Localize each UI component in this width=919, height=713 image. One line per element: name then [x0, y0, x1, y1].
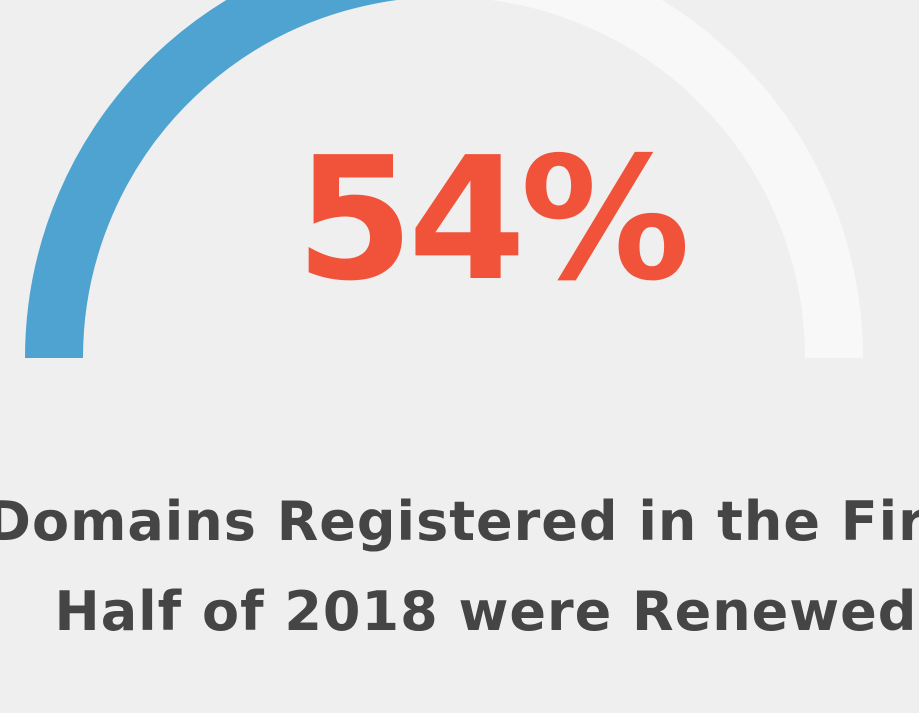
caption-line: Half of 2018 were Renewed: [55, 580, 918, 643]
caption-line: Domains Registered in the Fir: [0, 490, 919, 553]
value-label: 54%: [296, 121, 686, 319]
gauge-value: [25, 0, 398, 359]
gauge: [25, 0, 863, 359]
